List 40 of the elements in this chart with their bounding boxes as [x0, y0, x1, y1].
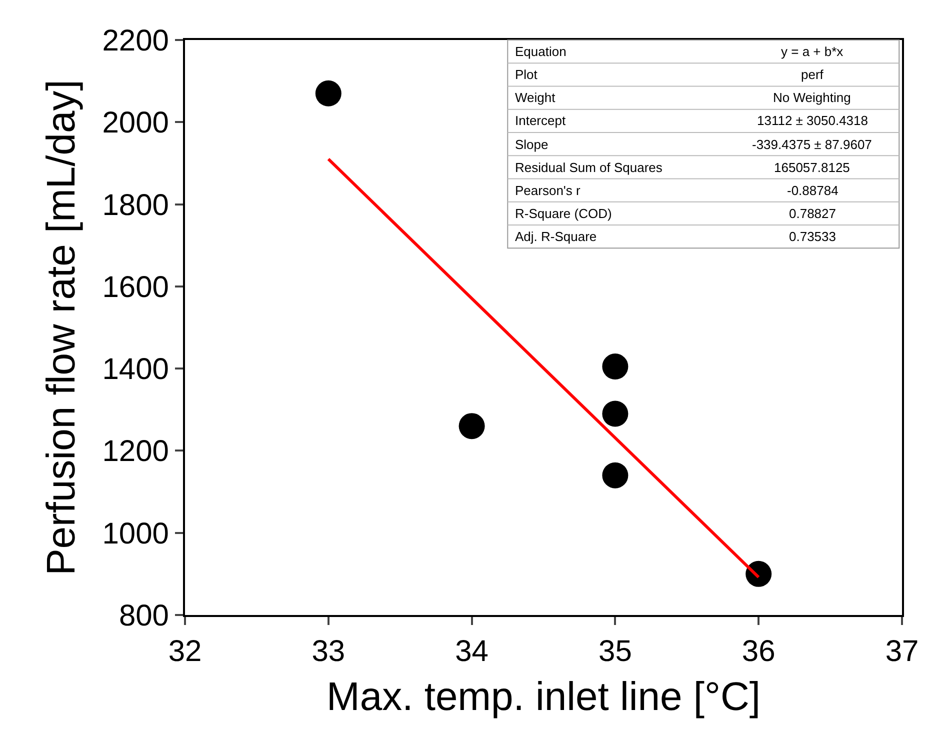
- point: [602, 400, 628, 427]
- x-axis-title: Max. temp. inlet line [°C]: [326, 675, 760, 719]
- annotation: 0.73533: [789, 229, 836, 244]
- annotation: -339.4375 ± 87.9607: [752, 137, 872, 152]
- y-tick-label: 1400: [102, 353, 169, 386]
- x-tick-label: 33: [312, 635, 346, 668]
- annotation: -0.88784: [787, 183, 838, 198]
- point: [746, 560, 772, 587]
- point: [602, 354, 628, 380]
- annotation: 0.78827: [789, 206, 836, 221]
- annotation: Weight: [515, 90, 556, 105]
- x-tick-label: 37: [885, 635, 919, 668]
- x-tick-label: 34: [455, 635, 488, 668]
- y-tick-label: 1000: [102, 517, 169, 550]
- annotation: Plot: [515, 67, 538, 82]
- x-tick-label: 36: [742, 635, 776, 668]
- y-axis-title: Perfusion flow rate [mL/day]: [39, 80, 84, 576]
- annotation: 165057.8125: [774, 160, 850, 175]
- annotation: Slope: [515, 137, 548, 152]
- point: [602, 462, 628, 488]
- y-tick-label: 800: [118, 600, 169, 632]
- annotation: Intercept: [515, 113, 566, 128]
- annotation: No Weighting: [773, 90, 851, 105]
- annotation: R-Square (COD): [515, 206, 612, 221]
- x-tick-label: 35: [598, 635, 632, 668]
- annotation: y = a + b*x: [781, 44, 844, 59]
- annotation: Equation: [515, 44, 566, 59]
- y-tick-label: 2000: [102, 106, 169, 140]
- annotation: 13112 ± 3050.4318: [757, 113, 868, 128]
- annotation: Pearson's r: [515, 183, 582, 198]
- annotation: Adj. R-Square: [515, 229, 597, 244]
- annotation: perf: [801, 67, 824, 82]
- y-tick-label: 1600: [102, 270, 169, 304]
- point: [458, 413, 485, 440]
- y-tick-label: 1200: [102, 435, 169, 468]
- x-tick-label: 32: [168, 635, 202, 668]
- point: [315, 80, 342, 106]
- annotation: Residual Sum of Squares: [515, 160, 663, 175]
- y-tick-label: 1800: [102, 188, 169, 222]
- y-tick-label: 2200: [102, 24, 169, 58]
